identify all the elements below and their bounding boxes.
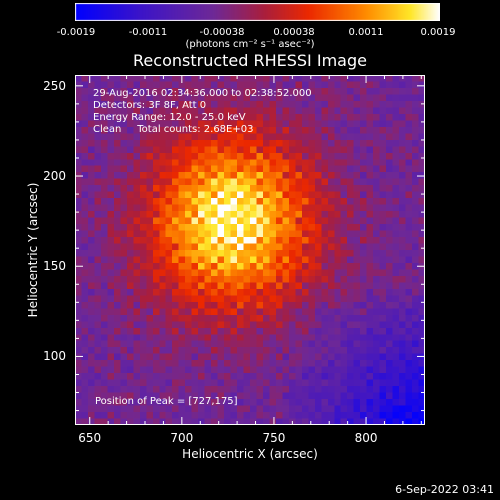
x-tick-label: 800 xyxy=(354,431,378,445)
plot-frame xyxy=(75,75,425,425)
y-axis-label: Heliocentric Y (arcsec) xyxy=(26,182,40,318)
y-tick-label: 100 xyxy=(43,349,66,364)
colorbar-tick: 0.00038 xyxy=(273,27,315,38)
x-axis-label: Heliocentric X (arcsec) xyxy=(182,447,318,461)
info-time: 29-Aug-2016 02:34:36.000 to 02:38:52.000 xyxy=(93,88,312,99)
date-stamp: 6-Sep-2022 03:41 xyxy=(395,483,494,496)
y-tick-label: 150 xyxy=(43,259,66,274)
y-tick-label: 200 xyxy=(43,169,66,184)
axis-ticks xyxy=(75,75,425,425)
plot-area: 29-Aug-2016 02:34:36.000 to 02:38:52.000… xyxy=(75,75,425,425)
info-method: Clean Total counts: 2.68E+03 xyxy=(93,124,254,135)
info-energy: Energy Range: 12.0 - 25.0 keV xyxy=(93,112,246,123)
peak-position-label: Position of Peak = [727,175] xyxy=(95,396,238,407)
info-detectors: Detectors: 3F 8F, Att 0 xyxy=(93,100,207,111)
x-tick-label: 750 xyxy=(262,431,286,445)
colorbar-tick: 0.0019 xyxy=(420,27,456,38)
chart-title: Reconstructed RHESSI Image xyxy=(133,51,367,70)
x-tick-label: 700 xyxy=(170,431,194,445)
colorbar-unit: (photons cm⁻² s⁻¹ asec⁻²) xyxy=(185,39,315,50)
colorbar-tick: -0.00038 xyxy=(199,27,245,38)
colorbar-tick: 0.0011 xyxy=(348,27,384,38)
x-tick-label: 650 xyxy=(78,431,102,445)
y-tick-label: 250 xyxy=(43,78,66,93)
colorbar-gradient xyxy=(75,3,440,21)
colorbar-tick: -0.0019 xyxy=(56,27,96,38)
plot-border xyxy=(75,75,425,425)
colorbar-tick: -0.0011 xyxy=(128,27,168,38)
heatmap-image xyxy=(75,75,425,425)
